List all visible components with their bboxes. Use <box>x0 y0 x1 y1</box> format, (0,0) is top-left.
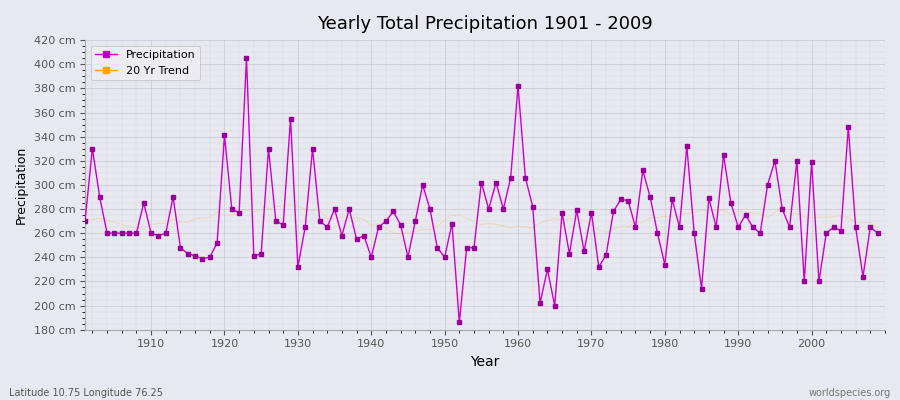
Title: Yearly Total Precipitation 1901 - 2009: Yearly Total Precipitation 1901 - 2009 <box>317 15 652 33</box>
Text: worldspecies.org: worldspecies.org <box>809 388 891 398</box>
Legend: Precipitation, 20 Yr Trend: Precipitation, 20 Yr Trend <box>91 46 201 80</box>
Text: Latitude 10.75 Longitude 76.25: Latitude 10.75 Longitude 76.25 <box>9 388 163 398</box>
Y-axis label: Precipitation: Precipitation <box>15 146 28 224</box>
X-axis label: Year: Year <box>471 355 500 369</box>
